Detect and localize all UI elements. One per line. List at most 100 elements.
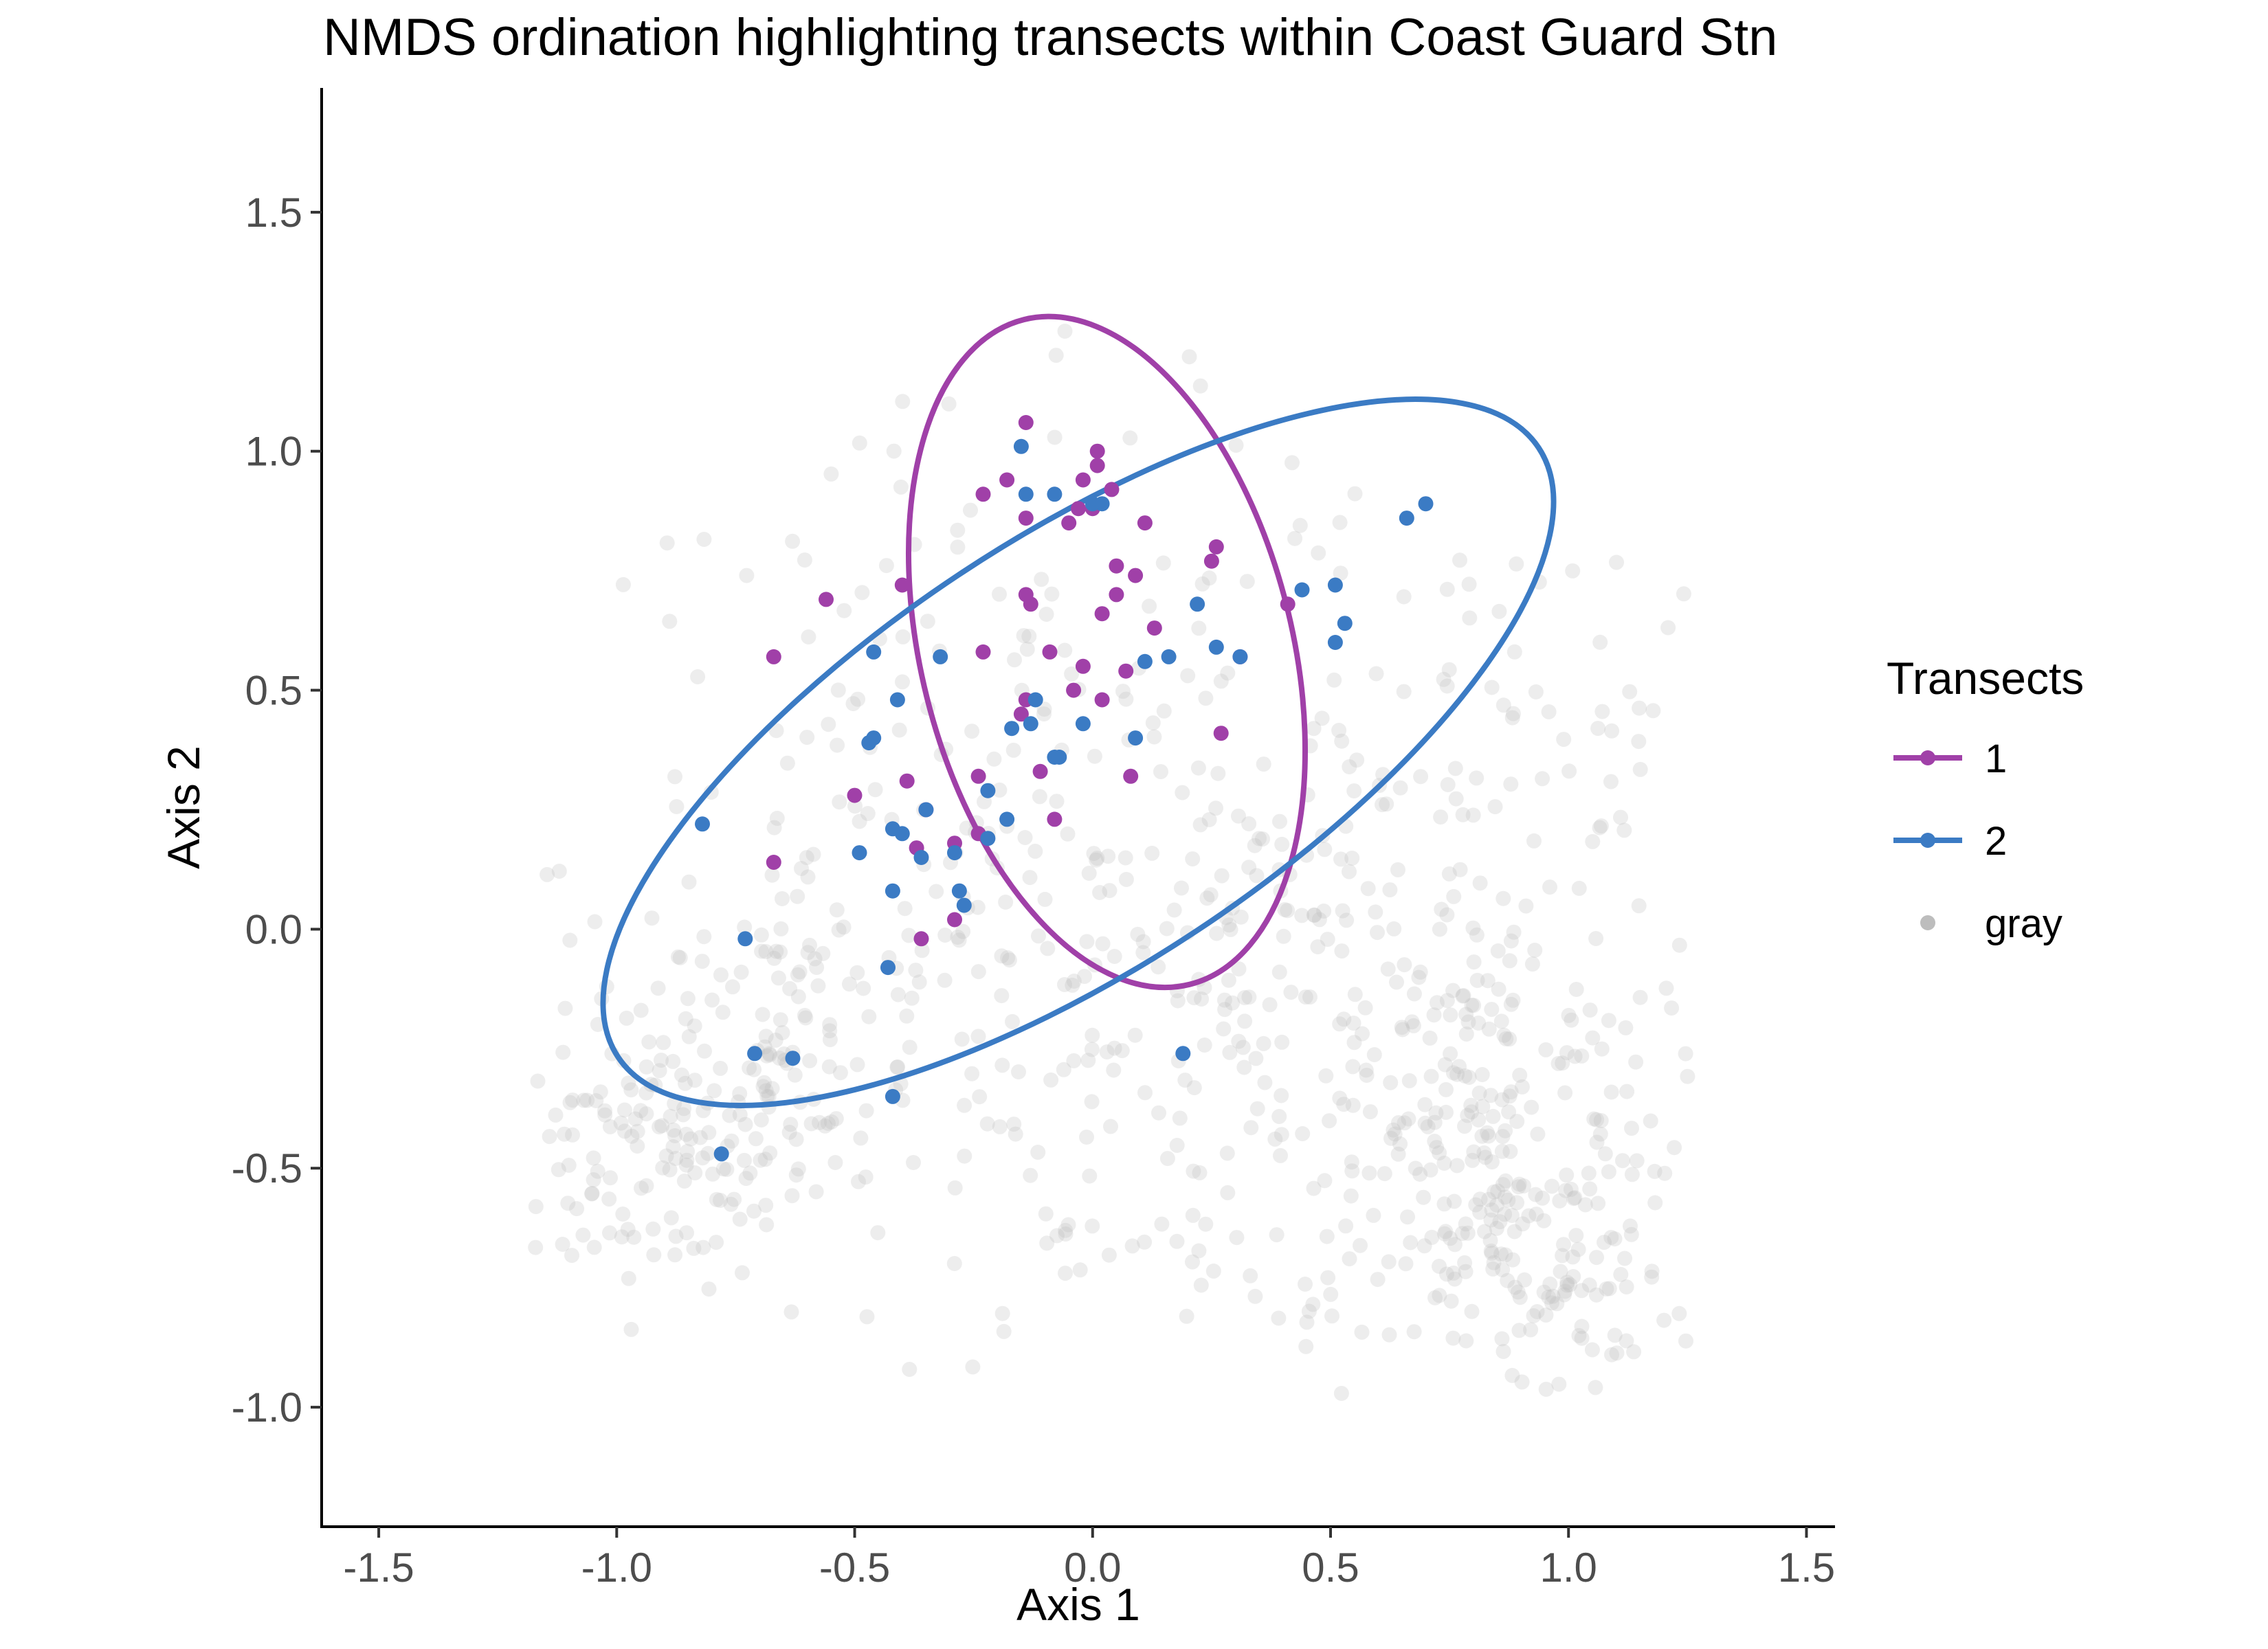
background-point <box>1370 925 1385 941</box>
background-point <box>1496 697 1511 713</box>
point-transect-2 <box>1075 716 1091 732</box>
background-point <box>1103 1119 1118 1134</box>
background-point <box>1179 1308 1194 1324</box>
background-point <box>1166 902 1182 918</box>
background-point <box>1517 1272 1533 1288</box>
background-point <box>1438 1224 1454 1239</box>
background-point <box>1463 1097 1479 1113</box>
background-point <box>1614 1153 1630 1169</box>
point-transect-1 <box>1061 515 1077 531</box>
background-point <box>773 921 789 936</box>
background-point <box>1478 1149 1493 1165</box>
background-point <box>1561 763 1577 779</box>
background-point <box>1333 1386 1349 1401</box>
background-point <box>1439 1266 1454 1282</box>
background-point <box>1100 849 1116 864</box>
background-point <box>1221 972 1236 988</box>
background-point <box>1205 1264 1221 1279</box>
background-point <box>1144 845 1160 861</box>
background-point <box>812 1114 827 1130</box>
point-transect-2 <box>1399 511 1414 526</box>
background-point <box>654 1053 669 1068</box>
background-point <box>823 1114 839 1130</box>
point-transect-2 <box>1094 496 1110 512</box>
background-point <box>587 914 603 930</box>
point-transect-1 <box>947 912 962 928</box>
background-point <box>1432 1145 1447 1160</box>
background-point <box>1092 885 1108 900</box>
background-point <box>1145 715 1161 731</box>
background-point <box>1528 684 1544 699</box>
point-transect-1 <box>975 644 991 660</box>
background-point <box>1589 1134 1605 1150</box>
background-point <box>899 1008 915 1024</box>
background-point <box>1335 903 1350 919</box>
legend-title: Transects <box>1887 653 2084 704</box>
background-point <box>655 1160 671 1176</box>
background-point <box>996 1323 1012 1339</box>
background-point <box>1500 1192 1516 1208</box>
background-point <box>1058 1226 1074 1242</box>
background-point <box>1154 1216 1170 1232</box>
background-point <box>1631 898 1647 914</box>
background-point <box>576 1092 592 1108</box>
background-point <box>557 1000 573 1016</box>
background-point <box>1331 723 1347 738</box>
background-point <box>1490 1183 1506 1199</box>
background-point <box>1557 1085 1573 1101</box>
background-point <box>715 1161 731 1177</box>
background-point <box>821 1059 837 1075</box>
background-point <box>764 867 780 883</box>
background-point <box>1474 1128 1490 1144</box>
background-point <box>1175 785 1190 800</box>
background-point <box>1311 912 1327 928</box>
background-point <box>768 943 784 959</box>
point-transect-1 <box>1013 706 1029 722</box>
background-point <box>1475 1099 1491 1114</box>
background-point <box>897 901 913 917</box>
background-point <box>1276 928 1291 944</box>
background-point <box>992 782 1008 798</box>
background-point <box>616 1102 632 1118</box>
background-point <box>1660 620 1676 636</box>
background-point <box>697 1043 712 1059</box>
background-point <box>1586 1111 1602 1127</box>
background-point <box>1592 820 1608 835</box>
background-point <box>700 1145 716 1161</box>
background-point <box>666 1122 681 1138</box>
point-transect-2 <box>980 831 996 846</box>
background-point <box>1332 515 1348 530</box>
background-point <box>1592 634 1608 650</box>
background-point <box>1049 1228 1065 1244</box>
background-point <box>1556 732 1572 748</box>
point-transect-1 <box>975 486 991 502</box>
background-point <box>1622 684 1638 699</box>
background-point <box>1645 703 1661 719</box>
background-point <box>1223 921 1238 937</box>
background-point <box>1469 770 1485 786</box>
background-point <box>1301 1303 1317 1319</box>
background-point <box>676 1174 692 1189</box>
background-point <box>694 954 710 969</box>
background-point <box>1247 1288 1263 1304</box>
background-point <box>1495 1129 1511 1145</box>
background-point <box>1243 1120 1259 1136</box>
background-point <box>957 1148 972 1164</box>
background-point <box>784 1188 800 1204</box>
background-point <box>1079 934 1095 950</box>
background-point <box>1443 1007 1458 1023</box>
background-point <box>1031 928 1046 944</box>
background-point <box>1436 1226 1452 1242</box>
background-point <box>1552 1193 1568 1209</box>
background-point <box>1382 882 1398 898</box>
point-transect-2 <box>1190 596 1205 612</box>
background-point <box>1585 833 1601 849</box>
background-point <box>1482 1233 1498 1248</box>
background-point <box>555 1237 570 1252</box>
background-point <box>1236 1059 1252 1075</box>
background-point <box>1392 1136 1408 1152</box>
background-point <box>1604 723 1620 739</box>
background-point <box>1601 1164 1616 1180</box>
background-point <box>1342 864 1357 879</box>
point-transect-2 <box>866 730 882 746</box>
